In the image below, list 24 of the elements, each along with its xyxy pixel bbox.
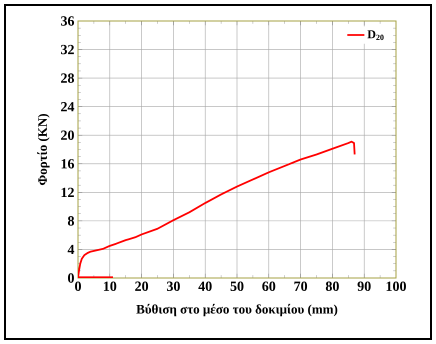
x-tick-label: 50 [230,282,244,291]
x-tick-label: 100 [386,282,406,291]
x-tick-label: 80 [326,282,339,291]
y-axis-title: Φορτίο (KN) [37,114,50,186]
x-axis-title: Βύθιση στο μέσο του δοκιμίου (mm) [136,304,338,316]
x-tick-label: 10 [104,282,116,291]
y-tick-label: 20 [61,130,74,140]
x-tick-label: 0 [75,282,81,291]
y-tick-label: 32 [61,44,74,54]
x-tick-label: 30 [166,282,180,291]
x-tick-label: 60 [262,282,276,291]
y-tick-label: 28 [61,73,74,83]
x-tick-label: 20 [135,282,148,291]
x-tick-label: 40 [198,282,212,291]
y-tick-label: 36 [61,16,74,26]
legend-label: D$_{20}$ [367,30,384,40]
y-tick-label: 8 [68,216,74,226]
y-tick-label: 24 [61,102,74,112]
y-tick-label: 0 [68,273,74,283]
x-tick-label: 70 [294,282,308,291]
x-tick-label: 90 [358,282,371,291]
y-tick-label: 16 [62,159,74,168]
y-tick-label: 4 [68,244,74,254]
y-tick-label: 12 [62,188,74,197]
